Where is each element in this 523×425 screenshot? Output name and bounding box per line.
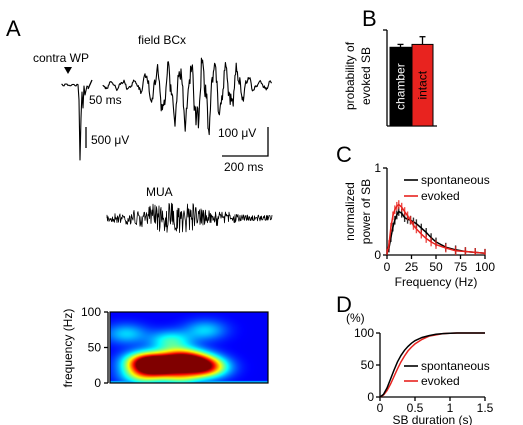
cumulative-x-tick-label: 1.5 (477, 401, 494, 415)
spectrum-line-spontaneous (386, 210, 486, 255)
bar-y-label-line2: evoked SB (359, 47, 373, 105)
time-scale-label: 200 ms (224, 160, 263, 174)
panel-a-letter: A (6, 16, 21, 41)
bar-y-label-line1: probability of (343, 41, 357, 110)
spectrum-legend-evoked: evoked (421, 189, 460, 203)
cumulative-y-tick-label: 50 (361, 358, 375, 372)
spectrum-x-tick-label: 50 (429, 260, 443, 274)
spectrogram-y-label: frequency (Hz) (61, 309, 75, 388)
panel-c-letter: C (336, 142, 352, 167)
panel-b-letter: B (362, 6, 377, 31)
cumulative-legend-evoked: evoked (421, 374, 460, 388)
spectrogram-y-tick-label: 50 (88, 341, 102, 355)
inset-voltage-scale-label: 500 μV (91, 133, 129, 147)
spectrogram-image (110, 312, 268, 383)
cumulative-unit-label: (%) (346, 311, 365, 325)
inset-time-scalebar (87, 79, 93, 90)
spectrogram-y-tick-label: 0 (94, 376, 101, 390)
spectrum-x-tick-label: 75 (454, 260, 468, 274)
main-scalebar (222, 127, 269, 157)
spectrum-x-tick-label: 25 (405, 260, 419, 274)
cumulative-x-tick-label: 1 (447, 401, 454, 415)
cumulative-line-spontaneous (379, 332, 485, 398)
stim-arrow-icon (64, 67, 72, 74)
spectrum-x-tick-label: 100 (475, 260, 495, 274)
cumulative-chart: (%) 0 50 100 0 0.5 1 1.5 SB duration (s) spontane… (346, 311, 494, 425)
mua-trace (106, 202, 273, 233)
spectrogram-axes: 0 50 100 frequency (Hz) (61, 305, 109, 390)
spectrum-x-label: Frequency (Hz) (395, 275, 478, 289)
field-inset-trace (61, 83, 90, 161)
bar-label-intact: intact (416, 70, 430, 99)
field-label: field BCx (138, 33, 186, 47)
cumulative-x-tick-label: 0.5 (407, 401, 424, 415)
cumulative-legend-spontaneous: spontaneous (421, 359, 490, 373)
panel-d-letter: D (336, 292, 352, 317)
stim-label: contra WP (33, 51, 89, 65)
spectrum-y-label-line1: normalized (343, 182, 357, 241)
spectrogram (109, 311, 269, 384)
spectrum-y-label-line2: power of SB (359, 179, 373, 244)
spectrogram-y-tick-label: 100 (81, 305, 101, 319)
bar-chart: probability of evoked SB chamber intact (343, 29, 437, 127)
spectrogram-frame (109, 311, 269, 384)
spectrum-x-tick-label: 0 (384, 260, 391, 274)
spectrum-y-tick-label: 0 (374, 248, 381, 262)
inset-time-scale-label: 50 ms (89, 93, 122, 107)
cumulative-y-tick-label: 100 (354, 326, 374, 340)
cumulative-x-label: SB duration (s) (392, 413, 472, 425)
spectrum-line-evoked (386, 203, 486, 255)
cumulative-x-tick-label: 0 (377, 401, 384, 415)
bar-label-chamber: chamber (394, 63, 408, 110)
mua-label: MUA (146, 185, 173, 199)
voltage-scale-label: 100 μV (218, 126, 256, 140)
field-trace (102, 57, 273, 136)
spectrum-y-tick-label: 1 (374, 161, 381, 175)
cumulative-y-tick-label: 0 (367, 390, 374, 404)
spectrum-legend-spontaneous: spontaneous (421, 173, 490, 187)
